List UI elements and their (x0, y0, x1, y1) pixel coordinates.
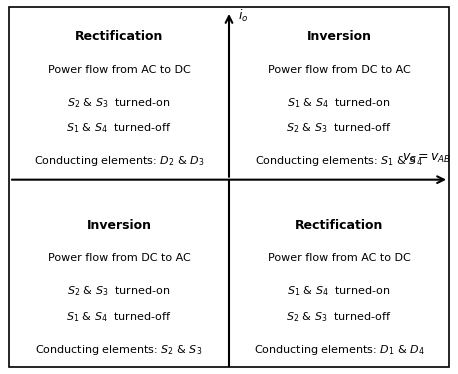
Text: $v_o=v_{AB}$: $v_o=v_{AB}$ (402, 152, 451, 165)
Text: Power flow from DC to AC: Power flow from DC to AC (48, 254, 191, 263)
Text: $S_1$ & $S_4$  turned-off: $S_1$ & $S_4$ turned-off (66, 310, 172, 324)
Text: Rectification: Rectification (295, 219, 383, 232)
Text: Inversion: Inversion (87, 219, 152, 232)
Text: Conducting elements: $D_1$ & $D_4$: Conducting elements: $D_1$ & $D_4$ (254, 343, 424, 357)
Text: $S_2$ & $S_3$  turned-off: $S_2$ & $S_3$ turned-off (286, 310, 392, 324)
Text: Power flow from AC to DC: Power flow from AC to DC (267, 254, 410, 263)
Text: Conducting elements: $D_2$ & $D_3$: Conducting elements: $D_2$ & $D_3$ (34, 154, 204, 168)
Text: Power flow from DC to AC: Power flow from DC to AC (267, 65, 410, 75)
Text: $S_2$ & $S_3$  turned-off: $S_2$ & $S_3$ turned-off (286, 122, 392, 135)
Text: $S_1$ & $S_4$  turned-on: $S_1$ & $S_4$ turned-on (287, 285, 391, 298)
Text: Inversion: Inversion (306, 30, 371, 43)
Text: $S_1$ & $S_4$  turned-off: $S_1$ & $S_4$ turned-off (66, 122, 172, 135)
Text: $S_2$ & $S_3$  turned-on: $S_2$ & $S_3$ turned-on (67, 285, 171, 298)
Text: Power flow from AC to DC: Power flow from AC to DC (48, 65, 191, 75)
Text: $S_1$ & $S_4$  turned-on: $S_1$ & $S_4$ turned-on (287, 96, 391, 110)
Text: $S_2$ & $S_3$  turned-on: $S_2$ & $S_3$ turned-on (67, 96, 171, 110)
Text: Conducting elements: $S_1$ & $S_4$: Conducting elements: $S_1$ & $S_4$ (255, 154, 423, 168)
Text: Conducting elements: $S_2$ & $S_3$: Conducting elements: $S_2$ & $S_3$ (35, 343, 203, 357)
Text: $i_o$: $i_o$ (238, 7, 248, 24)
Text: Rectification: Rectification (75, 30, 163, 43)
